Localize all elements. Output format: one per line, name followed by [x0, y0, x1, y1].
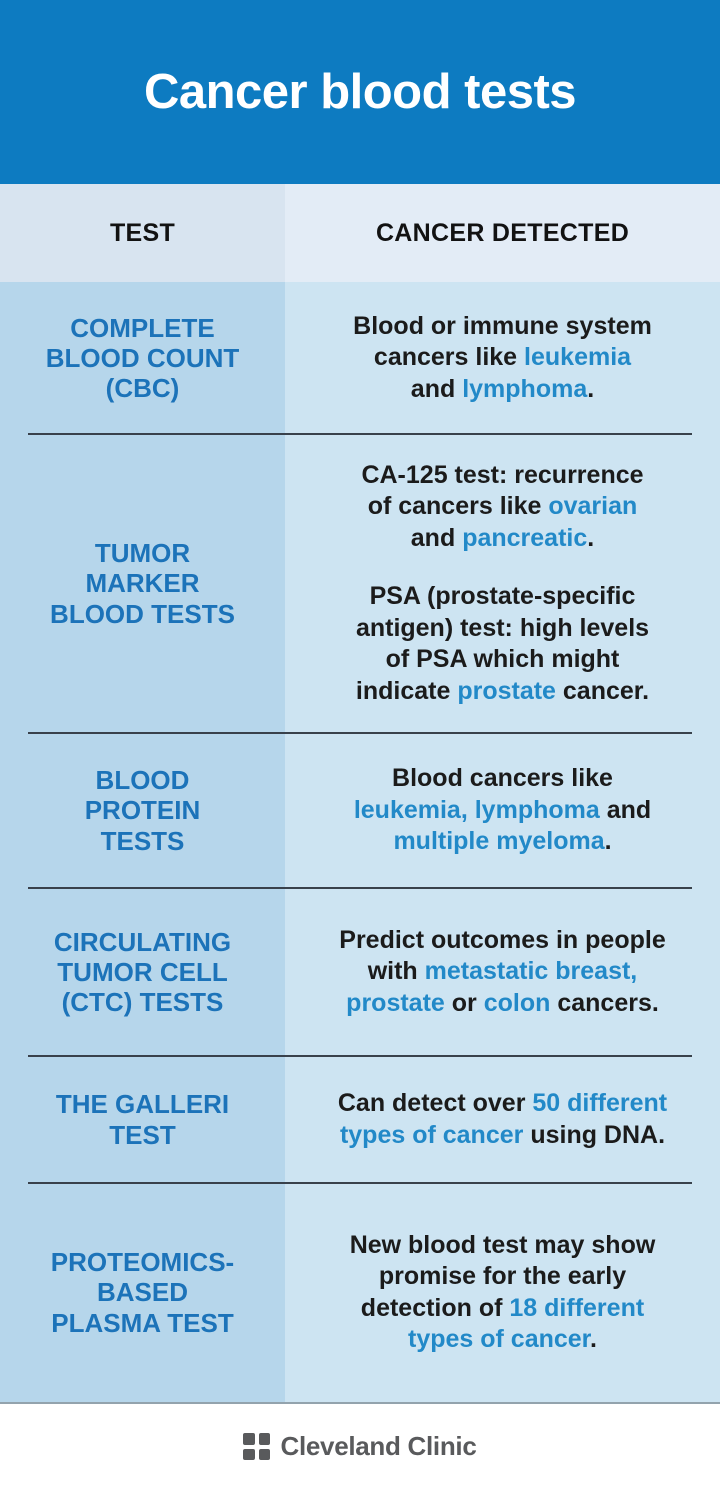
- table-row: THE GALLERI TEST Can detect over 50 diff…: [0, 1056, 720, 1184]
- row-divider: [28, 433, 692, 435]
- cancer-detected-text: Predict outcomes in people with metastati…: [339, 925, 666, 1017]
- test-cell: PROTEOMICS- BASED PLASMA TEST: [0, 1183, 285, 1402]
- cancer-detected-cell: CA-125 test: recurrence of cancers like o…: [285, 434, 720, 733]
- cancer-detected-cell: Predict outcomes in people with metastati…: [285, 888, 720, 1056]
- highlighted-term: 18 different: [509, 1293, 645, 1322]
- cancer-detected-cell: Can detect over 50 different types of can…: [285, 1056, 720, 1183]
- row-divider: [28, 1055, 692, 1057]
- table-row: BLOOD PROTEIN TESTS Blood cancers like le…: [0, 733, 720, 889]
- test-name: TUMOR MARKER BLOOD TESTS: [50, 538, 235, 629]
- row-divider: [28, 1182, 692, 1184]
- highlighted-term: metastatic breast,: [424, 957, 638, 986]
- logo-block: [243, 1433, 255, 1445]
- highlighted-term: ovarian: [548, 492, 638, 521]
- highlighted-term: prostate: [457, 676, 556, 705]
- test-cell: BLOOD PROTEIN TESTS: [0, 733, 285, 888]
- test-name: CIRCULATING TUMOR CELL (CTC) TESTS: [53, 926, 232, 1018]
- logo-block: [258, 1433, 271, 1445]
- test-name: PROTEOMICS- BASED PLASMA TEST: [50, 1247, 235, 1338]
- test-cell: COMPLETE BLOOD COUNT (CBC): [0, 282, 285, 434]
- cancer-detected-text: Blood or immune system cancers like leuke…: [353, 311, 652, 403]
- highlighted-term: types of cancer: [339, 1120, 524, 1149]
- cancer-detected-text: CA-125 test: recurrence of cancers like o…: [361, 460, 644, 552]
- footer: Cleveland Clinic: [0, 1402, 720, 1489]
- highlighted-term: types of cancer: [408, 1325, 591, 1353]
- highlighted-term: colon: [483, 988, 551, 1017]
- row-divider: [28, 732, 692, 734]
- brand-name: Cleveland Clinic: [280, 1431, 477, 1461]
- cancer-detected-cell: Blood or immune system cancers like leuke…: [285, 282, 720, 434]
- highlighted-term: 50 different: [532, 1089, 668, 1117]
- table-row: CIRCULATING TUMOR CELL (CTC) TESTS Predi…: [0, 888, 720, 1057]
- highlighted-term: prostate: [346, 988, 445, 1017]
- highlighted-term: multiple myeloma: [393, 827, 605, 856]
- cleveland-clinic-logo-icon: [243, 1433, 271, 1460]
- highlighted-term: lymphoma: [462, 374, 588, 403]
- table-row: TUMOR MARKER BLOOD TESTS CA-125 test: re…: [0, 434, 720, 734]
- logo-block: [258, 1448, 271, 1460]
- table-row: PROTEOMICS- BASED PLASMA TEST New blood …: [0, 1183, 720, 1402]
- column-header-test: TEST: [0, 184, 285, 282]
- cancer-detected-cell: Blood cancers like leukemia, lymphoma and…: [285, 733, 720, 888]
- cancer-detected-cell: New blood test may show promise for the e…: [285, 1183, 720, 1402]
- test-name: COMPLETE BLOOD COUNT (CBC): [45, 312, 240, 404]
- highlighted-term: leukemia: [524, 343, 632, 372]
- cancer-detected-text: New blood test may show promise for the e…: [349, 1230, 656, 1354]
- test-name: THE GALLERI TEST: [55, 1089, 230, 1150]
- highlighted-term: lymphoma: [474, 795, 600, 824]
- highlighted-term: pancreatic: [462, 523, 588, 552]
- column-header-row: TEST CANCER DETECTED: [0, 184, 720, 282]
- cancer-detected-text: Can detect over 50 different types of can…: [337, 1089, 668, 1149]
- cancer-detected-text: PSA (prostate-specific antigen) test: hig…: [355, 582, 650, 705]
- table-body: COMPLETE BLOOD COUNT (CBC) Blood or immu…: [0, 282, 720, 1402]
- test-cell: TUMOR MARKER BLOOD TESTS: [0, 434, 285, 733]
- cancer-detected-text: Blood cancers like leukemia, lymphoma and…: [353, 764, 652, 856]
- logo-block: [243, 1448, 255, 1460]
- test-name: BLOOD PROTEIN TESTS: [84, 765, 201, 856]
- row-divider: [28, 887, 692, 889]
- test-cell: THE GALLERI TEST: [0, 1056, 285, 1183]
- title-banner: Cancer blood tests: [0, 0, 720, 184]
- column-header-cancer-detected: CANCER DETECTED: [285, 184, 720, 282]
- test-cell: CIRCULATING TUMOR CELL (CTC) TESTS: [0, 888, 285, 1056]
- page-title: Cancer blood tests: [143, 65, 577, 119]
- table-row: COMPLETE BLOOD COUNT (CBC) Blood or immu…: [0, 282, 720, 435]
- highlighted-term: leukemia,: [353, 795, 468, 824]
